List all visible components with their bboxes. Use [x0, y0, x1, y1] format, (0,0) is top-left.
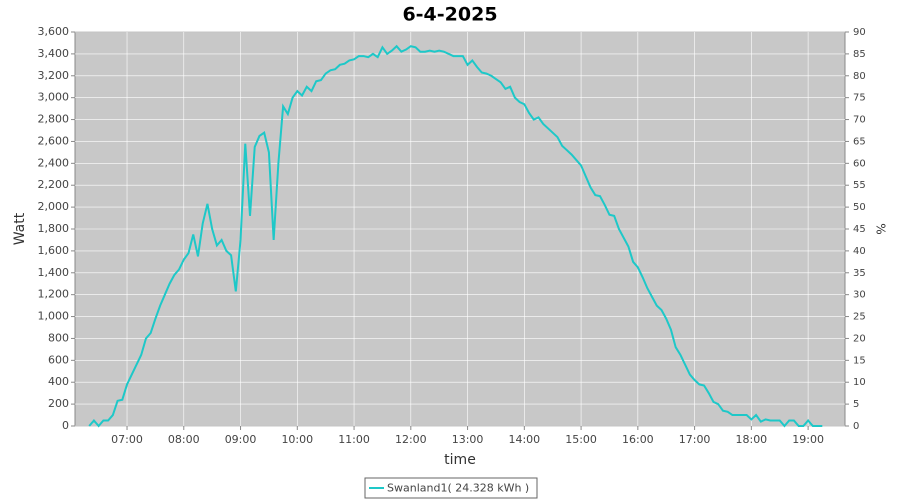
y2-tick-label: 80 [853, 71, 866, 82]
y-tick-label: 2,400 [38, 156, 70, 169]
y-tick-label: 2,600 [38, 134, 70, 147]
y-tick-label: 0 [62, 419, 69, 432]
x-tick-label: 14:00 [508, 433, 540, 446]
y2-tick-label: 20 [853, 333, 866, 344]
y2-tick-label: 35 [853, 268, 866, 279]
y-tick-label: 3,000 [38, 91, 70, 104]
series-line [88, 44, 823, 428]
y-tick-label: 800 [48, 331, 69, 344]
y-tick-label: 3,600 [38, 25, 70, 38]
y-axis-label: Watt [12, 212, 28, 245]
x-axis-label: time [444, 452, 476, 468]
y2-tick-label: 45 [853, 224, 866, 235]
y2-tick-label: 55 [853, 180, 866, 191]
y-tick-label: 1,800 [38, 222, 70, 235]
x-tick-label: 07:00 [111, 433, 143, 446]
y2-tick-label: 5 [853, 399, 859, 410]
x-tick-label: 19:00 [792, 433, 824, 446]
y-tick-label: 1,000 [38, 310, 70, 323]
x-tick-label: 10:00 [281, 433, 313, 446]
y2-tick-label: 25 [853, 312, 866, 323]
y2-tick-label: 0 [853, 421, 859, 432]
y-tick-label: 1,600 [38, 244, 70, 257]
y2-tick-label: 90 [853, 27, 866, 38]
y2-tick-label: 85 [853, 49, 866, 60]
y-tick-label: 2,800 [38, 113, 70, 126]
y2-tick-label: 10 [853, 377, 866, 388]
y2-tick-label: 40 [853, 246, 866, 257]
x-tick-label: 09:00 [225, 433, 257, 446]
y-tick-label: 1,200 [38, 288, 70, 301]
y2-tick-label: 30 [853, 290, 866, 301]
y2-tick-label: 75 [853, 93, 866, 104]
x-tick-label: 12:00 [395, 433, 427, 446]
y-tick-label: 3,400 [38, 47, 70, 60]
y2-tick-label: 50 [853, 202, 866, 213]
y-tick-label: 3,200 [38, 69, 70, 82]
y2-tick-label: 15 [853, 355, 866, 366]
y-tick-label: 600 [48, 353, 69, 366]
y2-tick-label: 65 [853, 136, 866, 147]
y2-tick-label: 60 [853, 158, 866, 169]
x-tick-label: 16:00 [622, 433, 654, 446]
x-tick-label: 11:00 [338, 433, 370, 446]
chart-title: 6-4-2025 [402, 4, 497, 26]
legend-box [364, 477, 538, 499]
x-tick-label: 08:00 [168, 433, 200, 446]
x-tick-label: 13:00 [452, 433, 484, 446]
legend-label: Swanland1( 24.328 kWh ) [387, 482, 529, 495]
y2-axis-label: % [874, 223, 888, 234]
y-tick-label: 1,400 [38, 266, 70, 279]
x-tick-label: 18:00 [735, 433, 767, 446]
y-tick-label: 2,000 [38, 200, 70, 213]
x-tick-label: 17:00 [679, 433, 711, 446]
y-tick-label: 200 [48, 397, 69, 410]
x-tick-label: 15:00 [565, 433, 597, 446]
y-tick-label: 2,200 [38, 178, 70, 191]
y-tick-label: 400 [48, 375, 69, 388]
y2-tick-label: 70 [853, 115, 866, 126]
